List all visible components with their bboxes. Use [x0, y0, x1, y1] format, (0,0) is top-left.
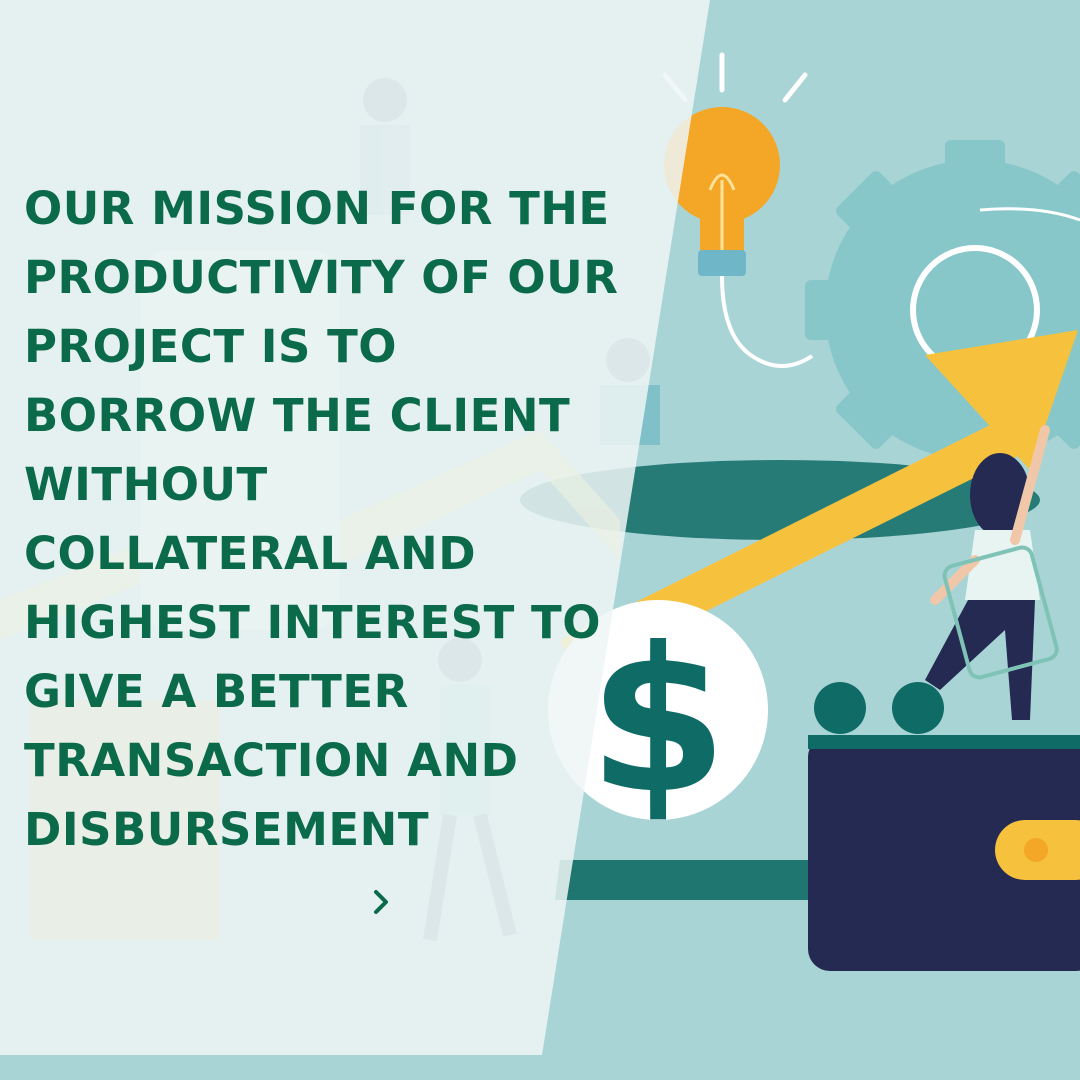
text-panel-overlay: [0, 0, 710, 1055]
woman-figure-icon: [925, 425, 1059, 720]
mission-line: TRANSACTION AND: [24, 734, 519, 787]
mission-line: DISBURSEMENT: [24, 803, 430, 856]
mission-line: BORROW THE CLIENT: [24, 389, 571, 442]
mission-line: HIGHEST INTEREST TO: [24, 596, 601, 649]
next-slide-button[interactable]: [362, 880, 402, 924]
mission-line: GIVE A BETTER: [24, 665, 409, 718]
bottom-strip: [0, 1055, 1080, 1080]
mission-line: WITHOUT: [24, 458, 268, 511]
wallet-icon: [808, 682, 1080, 971]
lightbulb-icon: [662, 52, 814, 368]
svg-text:$: $: [588, 605, 727, 838]
chevron-right-icon: [374, 890, 388, 914]
mission-line: COLLATERAL AND: [24, 527, 477, 580]
mission-line: PROJECT IS TO: [24, 320, 398, 373]
mission-statement: OUR MISSION FOR THE PRODUCTIVITY OF OUR …: [24, 174, 644, 864]
mission-line: PRODUCTIVITY OF OUR: [24, 251, 619, 304]
mission-line: OUR MISSION FOR THE: [24, 182, 610, 235]
